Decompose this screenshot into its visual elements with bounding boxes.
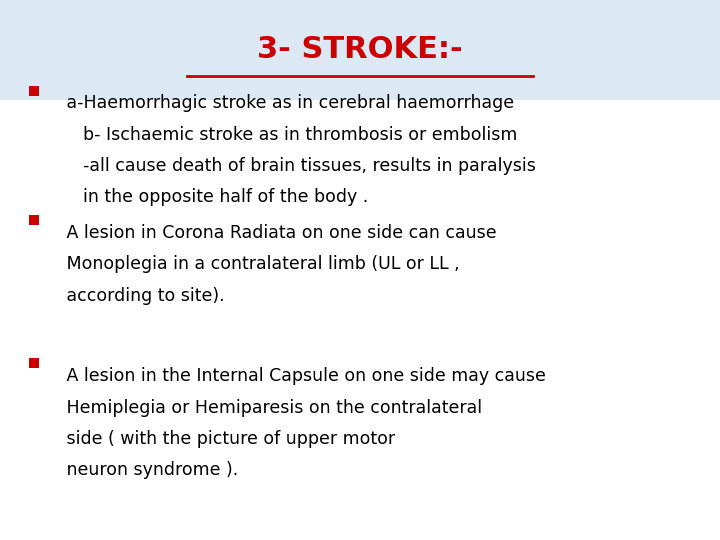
Text: b- Ischaemic stroke as in thrombosis or embolism: b- Ischaemic stroke as in thrombosis or … <box>61 126 518 144</box>
Text: a-Haemorrhagic stroke as in cerebral haemorrhage: a-Haemorrhagic stroke as in cerebral hae… <box>61 94 514 112</box>
Text: -all cause death of brain tissues, results in paralysis: -all cause death of brain tissues, resul… <box>61 157 536 175</box>
Bar <box>29 85 39 96</box>
Bar <box>0 0 720 100</box>
Text: 3- STROKE:-: 3- STROKE:- <box>257 36 463 64</box>
Bar <box>29 358 39 368</box>
Text: side ( with the picture of upper motor: side ( with the picture of upper motor <box>61 430 395 448</box>
Text: neuron syndrome ).: neuron syndrome ). <box>61 461 238 479</box>
Text: A lesion in Corona Radiata on one side can cause: A lesion in Corona Radiata on one side c… <box>61 224 497 242</box>
Bar <box>29 215 39 225</box>
Text: Hemiplegia or Hemiparesis on the contralateral: Hemiplegia or Hemiparesis on the contral… <box>61 399 482 416</box>
Text: Monoplegia in a contralateral limb (UL or LL ,: Monoplegia in a contralateral limb (UL o… <box>61 255 460 273</box>
Text: in the opposite half of the body .: in the opposite half of the body . <box>61 188 369 206</box>
Text: A lesion in the Internal Capsule on one side may cause: A lesion in the Internal Capsule on one … <box>61 367 546 385</box>
Text: according to site).: according to site). <box>61 287 225 305</box>
